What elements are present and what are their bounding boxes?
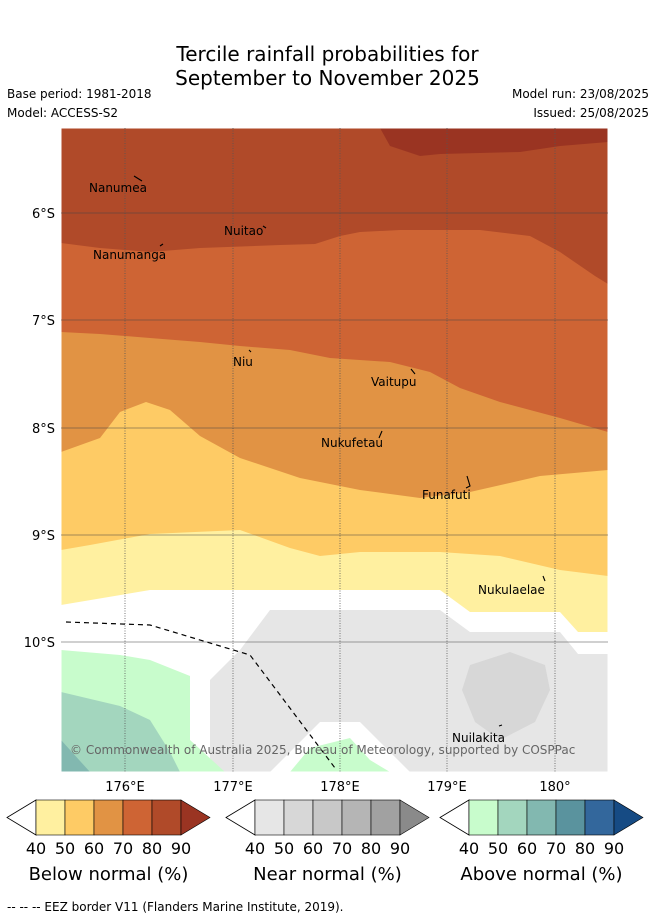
probability-fill [61,128,608,772]
copyright-notice: © Commonwealth of Australia 2025, Bureau… [70,743,575,757]
colorbar-label: Near normal (%) [253,864,402,885]
colorbar-swatch [468,799,499,836]
place-label: Nanumanga [93,248,166,262]
lat-label: 6°S [32,207,55,222]
colorbar-swatch [64,799,95,836]
colorbar-swatch [254,799,285,836]
colorbar-swatch [35,799,66,836]
colorbar-tick: 50 [488,839,508,858]
colorbar-tick: 60 [303,839,323,858]
colorbar-tick: 80 [142,839,162,858]
model-name: Model: ACCESS-S2 [7,106,119,120]
base-period: Base period: 1981-2018 [7,87,152,101]
lat-label: 7°S [32,314,55,329]
place-label: Funafuti [422,488,471,502]
colorbar-label: Below normal (%) [29,864,189,885]
model-run: Model run: 23/08/2025 [511,87,649,101]
colorbar-tick: 80 [361,839,381,858]
lon-label: 179°E [427,780,467,795]
colorbar-underflow [225,799,256,836]
colorbar-overflow [613,799,644,836]
colorbar-tick: 70 [332,839,352,858]
colorbar-tick: 40 [26,839,46,858]
colorbar-tick: 60 [84,839,104,858]
colorbar-tick: 70 [113,839,133,858]
colorbar-group: 40 50 60 70 80 90 Below normal (%) 40 50 60 70 80 90… [6,799,644,885]
colorbar-tick: 90 [604,839,624,858]
eez-border [65,621,336,769]
colorbar-swatch [151,799,182,836]
colorbar-swatch [370,799,401,836]
colorbar-tick: 50 [274,839,294,858]
map-title-line1: Tercile rainfall probabilities for [176,42,479,66]
colorbar-overflow [180,799,211,836]
eez-footnote: -- -- -- EEZ border V11 (Flanders Marine… [7,900,344,914]
colorbar-tick: 40 [459,839,479,858]
place-label: Niu [233,355,253,369]
colorbar-swatch [341,799,372,836]
map-title-line2: September to November 2025 [175,66,480,90]
colorbar-swatch [93,799,124,836]
colorbar-swatch [122,799,153,836]
place-label: Nanumea [89,181,147,195]
colorbar-underflow [6,799,37,836]
colorbar-label: Above normal (%) [460,864,622,885]
colorbar-swatch [283,799,314,836]
issued-date: Issued: 25/08/2025 [533,106,649,120]
colorbar-tick: 40 [245,839,265,858]
colorbar-swatch [584,799,615,836]
place-label: Nukulaelae [478,583,545,597]
colorbar-swatch [555,799,586,836]
colorbar-tick: 60 [517,839,537,858]
lon-label: 178°E [320,780,360,795]
lat-label: 10°S [24,636,55,651]
colorbar-overflow [399,799,430,836]
colorbar-tick: 70 [546,839,566,858]
island-outlines [133,175,546,727]
colorbar-swatch [497,799,528,836]
place-label: Nuitao [224,224,263,238]
colorbar-tick: 90 [171,839,191,858]
lat-label: 9°S [32,529,55,544]
place-label: Nuilakita [452,731,505,745]
colorbar-tick: 90 [390,839,410,858]
place-label: Vaitupu [371,375,417,389]
place-label: Nukufetau [321,436,383,450]
lon-label: 176°E [105,780,145,795]
colorbar-tick: 50 [55,839,75,858]
lat-label: 8°S [32,422,55,437]
lon-label: 177°E [213,780,253,795]
colorbar-tick: 80 [575,839,595,858]
colorbar-swatch [312,799,343,836]
colorbar-underflow [439,799,470,836]
latitude-lines [61,212,608,643]
colorbar-swatch [526,799,557,836]
lon-label: 180° [539,780,570,795]
